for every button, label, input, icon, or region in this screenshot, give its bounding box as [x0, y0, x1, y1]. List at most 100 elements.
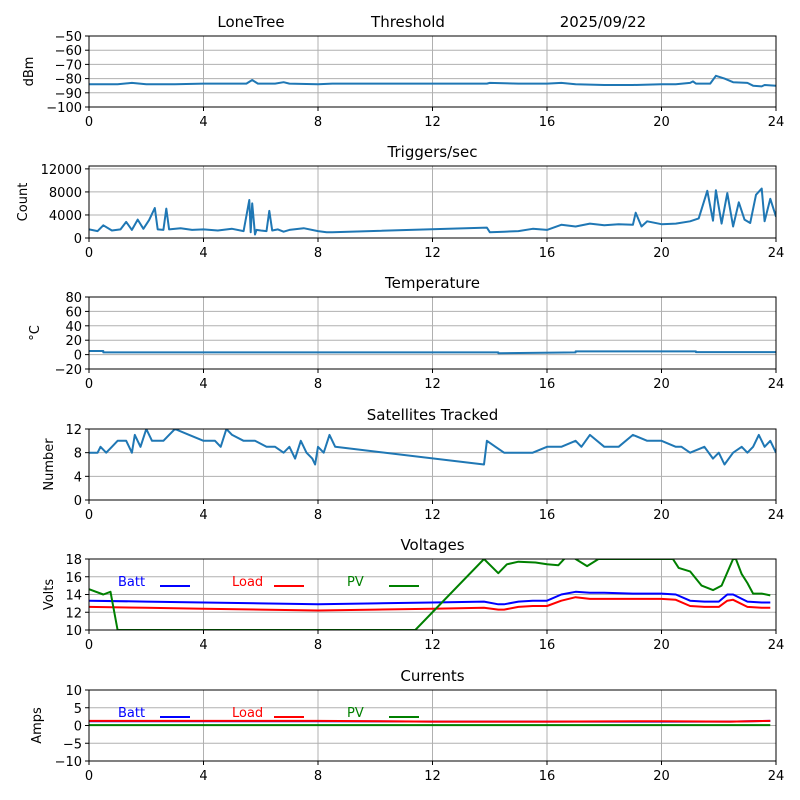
panel-signal: 0 4 8 12 16 20 24 −100−90−80−70−60−50 dBm: [22, 30, 784, 130]
x-tick-label: 16: [539, 508, 556, 523]
series-line-triggers: [89, 187, 776, 236]
y-tick-label: 4000: [49, 209, 82, 224]
y-tick-label: 16: [65, 571, 82, 586]
legend-label-batt: Batt: [118, 706, 145, 721]
x-tick-label: 16: [539, 769, 556, 784]
gridlines: [88, 35, 777, 108]
x-tick-label: 8: [314, 377, 322, 392]
x-tick-label: 8: [314, 638, 322, 653]
panel-triggers: 0 4 8 12 16 20 24 0 4000 8000 12000 Triggers/sec Cou…: [16, 143, 784, 261]
panel-voltages: 0 4 8 12 16 20 24 10 12 14 16 18 Voltages Volts Batt Lo…: [42, 536, 784, 653]
panel-title: Temperature: [384, 274, 480, 292]
y-tick-label: 8000: [49, 186, 82, 201]
series-line-satellites: [89, 429, 776, 466]
y-tick-label: 10: [65, 624, 82, 639]
x-tick-label: 24: [768, 769, 785, 784]
x-tick-label: 4: [199, 508, 207, 523]
x-tick-label: 20: [653, 115, 670, 130]
y-tick-label: 4: [74, 470, 82, 485]
legend-label-pv: PV: [347, 706, 364, 721]
x-tick-label: 16: [539, 246, 556, 261]
x-tick-label: 0: [85, 377, 93, 392]
y-axis-label: °C: [28, 325, 43, 341]
panel-title: Currents: [400, 667, 464, 685]
y-tick-label: 12: [65, 423, 82, 438]
mode-label: Threshold: [370, 13, 445, 31]
series-line-signal: [89, 74, 776, 88]
y-tick-label: 80: [65, 291, 82, 306]
panel-currents: 0 4 8 12 16 20 24 −10 −5 0 5 10 Currents Amps Batt Load…: [30, 667, 784, 784]
y-tick-label: −70: [55, 58, 82, 73]
legend-label-load: Load: [232, 575, 263, 590]
y-tick-label: 0: [74, 349, 82, 364]
x-tick-label: 24: [768, 115, 785, 130]
y-tick-label: −10: [55, 755, 82, 770]
series-line-load: [89, 719, 771, 723]
x-tick-label: 0: [85, 246, 93, 261]
series-line-load: [89, 596, 771, 612]
gridlines: [88, 166, 777, 239]
panel-title: Voltages: [400, 536, 464, 554]
series-group: [89, 559, 771, 630]
gridlines: [88, 296, 777, 370]
series-line-batt: [89, 590, 771, 606]
y-tick-label: −100: [46, 101, 82, 116]
x-tick-label: 20: [653, 769, 670, 784]
x-tick-label: 12: [424, 246, 441, 261]
y-tick-label: 14: [65, 589, 82, 604]
x-tick-label: 4: [199, 377, 207, 392]
y-tick-label: 0: [74, 494, 82, 509]
y-tick-label: −5: [63, 737, 82, 752]
y-tick-label: −50: [55, 30, 82, 45]
y-tick-label: 0: [74, 232, 82, 247]
series-group: [89, 429, 776, 466]
x-tick-label: 20: [653, 638, 670, 653]
y-tick-label: 10: [65, 684, 82, 699]
legend: Batt Load PV: [118, 575, 419, 590]
y-axis-label: Volts: [42, 579, 57, 611]
x-tick-label: 24: [768, 377, 785, 392]
y-tick-label: 0: [74, 720, 82, 735]
x-tick-label: 20: [653, 246, 670, 261]
series-group: [89, 719, 771, 727]
x-tick-label: 16: [539, 115, 556, 130]
x-tick-label: 12: [424, 115, 441, 130]
y-axis-label: Number: [42, 438, 57, 491]
gridlines: [88, 428, 777, 501]
x-tick-label: 8: [314, 769, 322, 784]
date-label: 2025/09/22: [560, 13, 646, 31]
series-line-temperature: [89, 350, 776, 355]
y-axis-label: Amps: [30, 707, 45, 744]
x-tick-label: 0: [85, 508, 93, 523]
x-tick-label: 24: [768, 508, 785, 523]
legend: Batt Load PV: [118, 706, 419, 721]
y-tick-label: 18: [65, 553, 82, 568]
panel-satellites: 0 4 8 12 16 20 24 0 4 8 12 Satellites Tracked Number: [42, 406, 784, 523]
series-group: [89, 350, 776, 355]
x-tick-label: 4: [199, 769, 207, 784]
y-tick-label: 5: [74, 702, 82, 717]
x-tick-label: 0: [85, 638, 93, 653]
x-tick-label: 16: [539, 638, 556, 653]
series-group: [89, 74, 776, 88]
x-tick-label: 0: [85, 769, 93, 784]
x-tick-label: 24: [768, 246, 785, 261]
y-tick-label: 60: [65, 305, 82, 320]
x-tick-label: 8: [314, 508, 322, 523]
y-tick-label: −80: [55, 73, 82, 88]
y-tick-label: 8: [74, 447, 82, 462]
x-tick-label: 8: [314, 115, 322, 130]
x-tick-label: 20: [653, 377, 670, 392]
station-name: LoneTree: [217, 13, 284, 31]
x-tick-label: 12: [424, 377, 441, 392]
x-tick-label: 12: [424, 638, 441, 653]
y-tick-label: 12000: [41, 163, 82, 178]
y-tick-label: −90: [55, 87, 82, 102]
x-tick-label: 8: [314, 246, 322, 261]
series-line-pv: [89, 559, 771, 630]
series-group: [89, 187, 776, 236]
x-tick-label: 12: [424, 769, 441, 784]
x-tick-label: 4: [199, 638, 207, 653]
x-tick-label: 4: [199, 115, 207, 130]
